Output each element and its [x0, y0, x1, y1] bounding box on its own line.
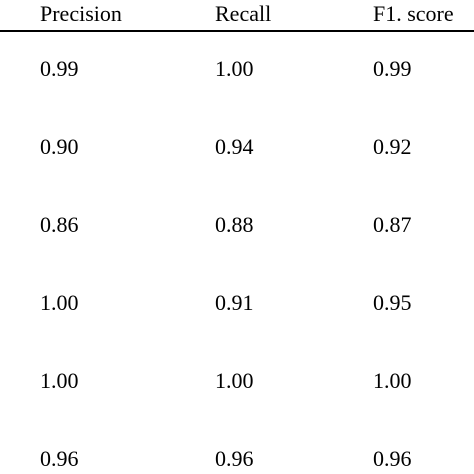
precision-cell: 0.86	[40, 212, 79, 237]
precision-cell: 1.00	[40, 290, 79, 315]
recall-cell: 0.91	[215, 290, 254, 315]
header-rule	[0, 30, 474, 32]
f1-score-cell: 1.00	[373, 368, 412, 393]
precision-cell: 0.99	[40, 56, 79, 81]
precision-cell: 1.00	[40, 368, 79, 393]
f1-score-cell: 0.95	[373, 290, 412, 315]
header-f1-score: F1. score	[373, 1, 454, 26]
recall-cell: 0.94	[215, 134, 254, 159]
f1-score-cell: 0.87	[373, 212, 412, 237]
f1-score-cell: 0.92	[373, 134, 412, 159]
header-precision: Precision	[40, 1, 122, 26]
precision-cell: 0.96	[40, 446, 79, 471]
recall-cell: 0.88	[215, 212, 254, 237]
f1-score-cell: 0.96	[373, 446, 412, 471]
f1-score-cell: 0.99	[373, 56, 412, 81]
recall-cell: 1.00	[215, 368, 254, 393]
recall-cell: 0.96	[215, 446, 254, 471]
header-recall: Recall	[215, 1, 272, 26]
precision-cell: 0.90	[40, 134, 79, 159]
recall-cell: 1.00	[215, 56, 254, 81]
